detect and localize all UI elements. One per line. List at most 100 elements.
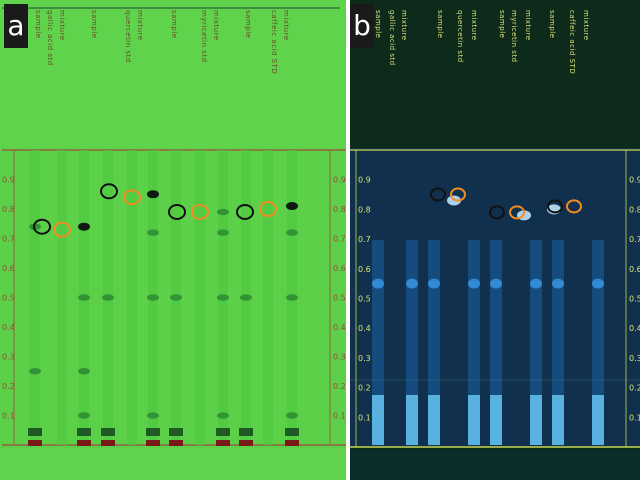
sample-spot-circle (489, 205, 505, 220)
plate-label-area (0, 0, 346, 150)
tlc-spot (78, 294, 90, 301)
rf-tick-label-right: 0.7 (333, 235, 346, 244)
panel-a-lane-tracks (28, 150, 299, 446)
lane-streak (406, 240, 418, 445)
panel-a-plate-graphic: 0.9 0.8 0.7 0.6 0.5 0.4 0.3 0.2 0.1 0.9 0.8 0.7 0.6 0… (0, 0, 346, 480)
tlc-spot (428, 278, 440, 289)
tlc-spot (468, 278, 480, 289)
rf-tick-label-right: 0.3 (629, 354, 640, 363)
lane-label: mixture (524, 10, 532, 41)
lane-label: mixture (282, 10, 290, 41)
rf-tick-label-right: 0.6 (629, 265, 640, 274)
tlc-spot (147, 229, 159, 236)
dark-spot (147, 190, 159, 199)
origin-glow (406, 395, 418, 445)
tlc-spot (102, 294, 114, 301)
panel-b-spot-circles (430, 187, 582, 220)
tlc-spot (170, 294, 182, 301)
rf-tick-label-left: 0.2 (358, 384, 371, 393)
origin-band (216, 428, 230, 436)
lane-label: myricetin std (200, 10, 208, 63)
lane-streak (372, 240, 384, 445)
rf-tick-label-right: 0.5 (333, 294, 346, 303)
origin-glow (490, 395, 502, 445)
lane-label: sample (170, 10, 178, 39)
tlc-spot (552, 278, 564, 289)
dark-spot (286, 202, 298, 211)
tlc-spot (29, 368, 41, 375)
rf-tick-label-left: 0.4 (2, 323, 15, 332)
origin-glow (592, 395, 604, 445)
origin-spot (28, 440, 42, 446)
lane-label: mixture (212, 10, 220, 41)
rf-tick-label-right: 0.6 (333, 264, 346, 273)
tlc-spot (490, 278, 502, 289)
rf-tick-label-right: 0.3 (333, 353, 346, 362)
lane-track (195, 150, 205, 445)
tlc-spot (217, 294, 229, 301)
origin-glow (530, 395, 542, 445)
tlc-spot (530, 278, 542, 289)
lane-streak (592, 240, 604, 445)
origin-glow (552, 395, 564, 445)
sample-spot-circle (430, 187, 446, 202)
rf-tick-label-left: 0.3 (358, 354, 371, 363)
tlc-spot (286, 294, 298, 301)
rf-tick-label-left: 0.5 (358, 295, 371, 304)
lane-label: sample (34, 10, 42, 39)
lane-track (57, 150, 67, 445)
origin-band (28, 428, 42, 436)
rf-tick-label-right: 0.8 (333, 205, 346, 214)
lane-label: gallic acid std (388, 10, 396, 66)
lane-label: sample (90, 10, 98, 39)
panel-a-rf-ticks: 0.9 0.8 0.7 0.6 0.5 0.4 0.3 0.2 0.1 0.9 0.8 0.7 0.6 0… (2, 176, 346, 421)
lane-label: myricetin std (510, 10, 518, 63)
rf-tick-label-left: 0.1 (2, 412, 15, 421)
rf-tick-label-left: 0.2 (2, 382, 15, 391)
panel-b-tlc-plate: 0.9 0.8 0.7 0.6 0.5 0.4 0.3 0.2 0.1 0.9 0.8 0.7 0.6 0… (350, 0, 640, 480)
dark-spot (78, 222, 90, 231)
lane-label: mixture (582, 10, 590, 41)
origin-glow (428, 395, 440, 445)
tlc-spot (217, 412, 229, 419)
panel-b-lane-tracks (372, 195, 604, 445)
tlc-spot (240, 294, 252, 301)
lane-label: sample (498, 10, 506, 39)
rf-tick-label-right: 0.5 (629, 295, 640, 304)
panel-b-rf-ticks: 0.9 0.8 0.7 0.6 0.5 0.4 0.3 0.2 0.1 0.9 0.8 0.7 0.6 0… (358, 176, 640, 423)
tlc-spot (78, 412, 90, 419)
origin-glow (468, 395, 480, 445)
sample-spot-circle (236, 203, 254, 220)
plate-label-area (350, 0, 640, 148)
rf-tick-label-left: 0.4 (358, 324, 371, 333)
tlc-spot (217, 229, 229, 236)
panel-a-tlc-plate: 0.9 0.8 0.7 0.6 0.5 0.4 0.3 0.2 0.1 0.9 0.8 0.7 0.6 0… (0, 0, 346, 480)
lane-label: gallic acid std (46, 10, 54, 66)
rf-tick-label-left: 0.5 (2, 294, 15, 303)
lane-streak (552, 240, 564, 445)
rf-tick-label-right: 0.2 (629, 384, 640, 393)
lane-label: mixture (400, 10, 408, 41)
rf-tick-label-left: 0.6 (358, 265, 371, 274)
sample-spot-circle (33, 218, 51, 235)
tlc-spot (217, 208, 229, 216)
rf-tick-label-left: 0.9 (358, 176, 371, 185)
lane-track (127, 150, 137, 445)
tlc-spot (147, 294, 159, 301)
rf-tick-label-right: 0.1 (333, 412, 346, 421)
rf-tick-label-right: 0.9 (333, 176, 346, 185)
lane-label: quercetin std (456, 10, 464, 63)
rf-tick-label-right: 0.4 (629, 324, 640, 333)
standard-spot-circle (509, 205, 525, 220)
standard-spot-circle (191, 203, 209, 220)
panel-letter-a: a (4, 4, 28, 48)
lane-label: mixture (136, 10, 144, 41)
sample-spot-circle (100, 183, 118, 200)
origin-spot (169, 440, 183, 446)
origin-glow (372, 395, 384, 445)
rf-tick-label-left: 0.8 (358, 205, 371, 214)
origin-spot (285, 440, 299, 446)
plate-bottom-strip (0, 448, 346, 480)
lane-label: sample (374, 10, 382, 39)
standard-spot-circle (259, 201, 277, 217)
